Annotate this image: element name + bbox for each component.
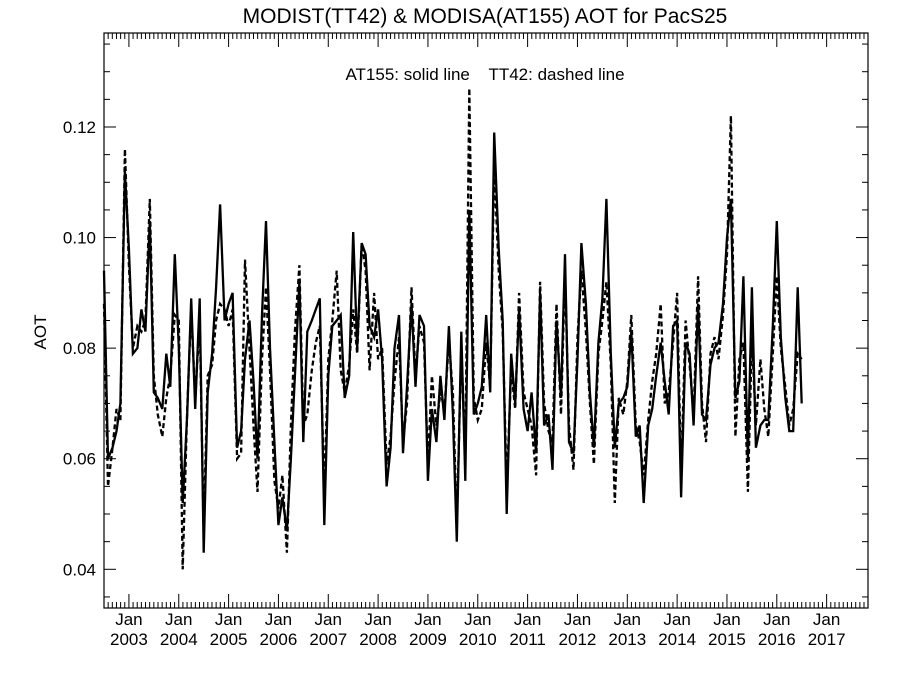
y-tick-label: 0.06: [63, 450, 96, 469]
x-tick-year-label: 2016: [758, 630, 796, 649]
x-tick-month-label: Jan: [514, 610, 541, 629]
x-tick-month-label: Jan: [414, 610, 441, 629]
y-tick-label: 0.10: [63, 229, 96, 248]
x-tick-month-label: Jan: [813, 610, 840, 629]
x-tick-year-label: 2006: [260, 630, 298, 649]
x-tick-year-label: 2015: [708, 630, 746, 649]
x-tick-month-label: Jan: [663, 610, 690, 629]
series-line-tt42: [102, 88, 803, 570]
y-tick-label: 0.04: [63, 560, 96, 579]
x-tick-year-label: 2010: [459, 630, 497, 649]
x-tick-month-label: Jan: [165, 610, 192, 629]
x-tick-month-label: Jan: [713, 610, 740, 629]
y-tick-label: 0.08: [63, 339, 96, 358]
x-tick-year-label: 2014: [658, 630, 696, 649]
x-tick-month-label: Jan: [315, 610, 342, 629]
x-tick-month-label: Jan: [215, 610, 242, 629]
x-axis: Jan2003Jan2004Jan2005Jan2006Jan2007Jan20…: [103, 33, 865, 649]
x-tick-month-label: Jan: [464, 610, 491, 629]
x-tick-year-label: 2011: [509, 630, 546, 649]
x-tick-year-label: 2013: [608, 630, 646, 649]
y-tick-label: 0.12: [63, 118, 96, 137]
chart-title: MODIST(TT42) & MODISA(AT155) AOT for Pac…: [243, 5, 728, 28]
series-layer: [102, 88, 803, 570]
x-tick-year-label: 2004: [160, 630, 198, 649]
x-tick-month-label: Jan: [115, 610, 142, 629]
x-tick-month-label: Jan: [364, 610, 391, 629]
x-tick-month-label: Jan: [763, 610, 790, 629]
x-tick-year-label: 2005: [210, 630, 248, 649]
x-tick-year-label: 2009: [409, 630, 447, 649]
x-tick-year-label: 2003: [110, 630, 148, 649]
x-tick-year-label: 2007: [309, 630, 347, 649]
x-tick-month-label: Jan: [614, 610, 641, 629]
x-tick-year-label: 2017: [808, 630, 846, 649]
y-axis-label: AOT: [31, 315, 50, 350]
x-tick-month-label: Jan: [265, 610, 292, 629]
y-axis: 0.04 0.06 0.08 0.10 0.12: [63, 43, 868, 598]
x-tick-year-label: 2008: [359, 630, 397, 649]
series-annotation: AT155: solid line TT42: dashed line: [345, 65, 624, 84]
x-tick-month-label: Jan: [564, 610, 591, 629]
x-tick-year-label: 2012: [559, 630, 597, 649]
